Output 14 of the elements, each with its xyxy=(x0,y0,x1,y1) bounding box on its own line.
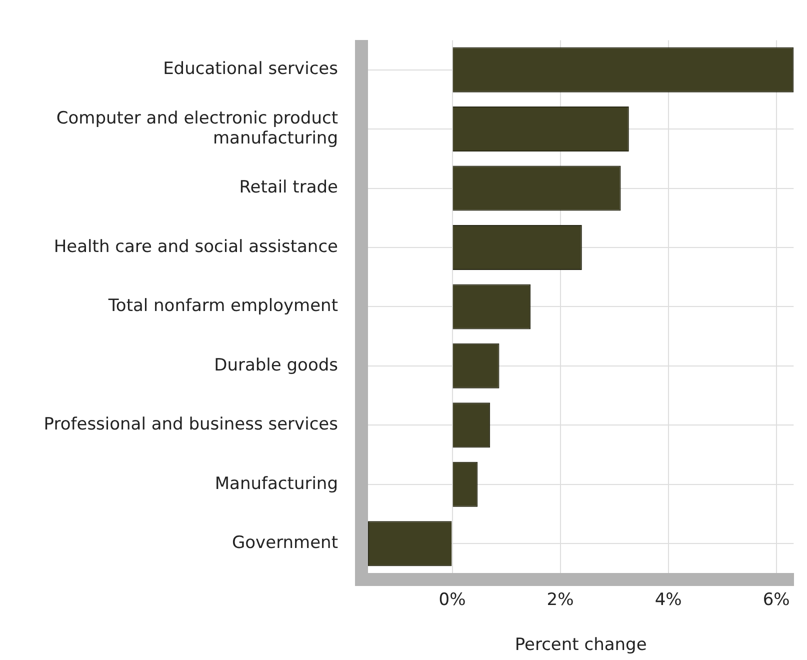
y-tick-label: Manufacturing xyxy=(214,474,338,494)
y-tick-label: Professional and business services xyxy=(44,414,338,435)
x-tick-label: 0% xyxy=(438,590,466,610)
y-tick-label: Educational services xyxy=(163,59,338,80)
y-tick-label: Durable goods xyxy=(214,355,338,376)
y-tick-label: Health care and social assistance xyxy=(54,236,338,257)
x-tick-label: 6% xyxy=(762,590,790,610)
x-axis-title: Percent change xyxy=(514,635,647,656)
x-tick-label: 2% xyxy=(546,590,574,610)
y-tick-label: Total nonfarm employment xyxy=(107,296,338,316)
y-tick-label: Computer and electronic product manufacturing xyxy=(56,108,338,149)
x-tick-label: 4% xyxy=(654,590,682,610)
y-tick-label: Government xyxy=(232,533,338,554)
y-tick-label: Retail trade xyxy=(239,178,338,198)
